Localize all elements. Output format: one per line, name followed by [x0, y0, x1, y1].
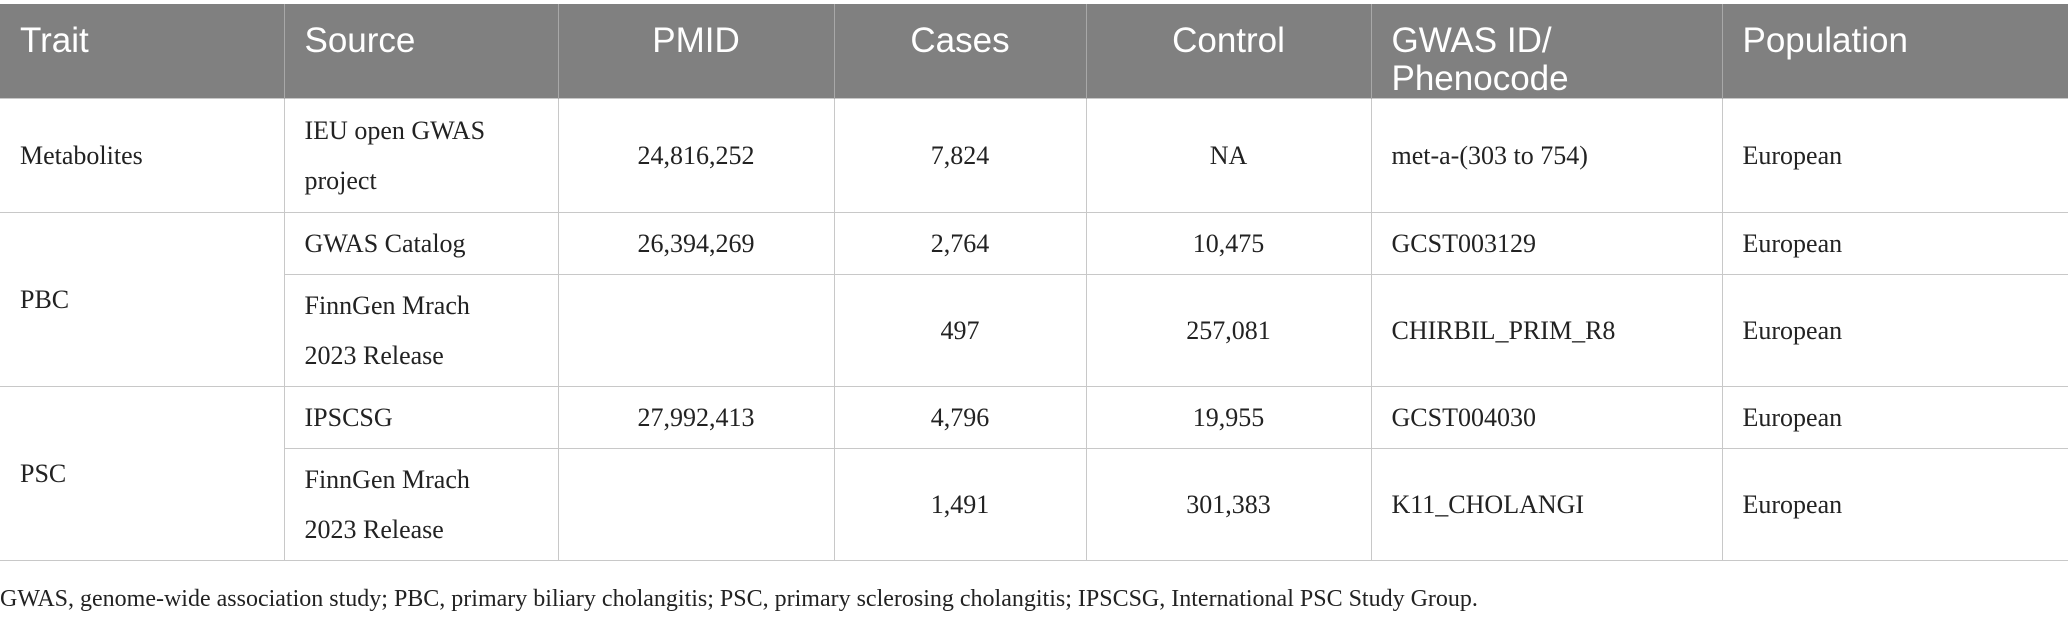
header-source: Source — [283, 4, 558, 99]
header-trait: Trait — [0, 4, 284, 99]
cell-source: IPSCSG — [283, 386, 559, 449]
cell-source: IEU open GWAS project — [283, 98, 559, 213]
gwas-data-table: Trait Source PMID Cases Control GWAS ID/… — [0, 4, 2068, 561]
gwas-data-table-container: Trait Source PMID Cases Control GWAS ID/… — [0, 4, 2068, 561]
cell-cases: 4,796 — [833, 386, 1087, 449]
header-pmid: PMID — [557, 4, 834, 99]
cell-gwas-id: GCST003129 — [1370, 212, 1723, 275]
cell-source-line1: IEU open GWAS — [304, 115, 486, 145]
cell-population: European — [1721, 212, 2068, 275]
cell-gwas-id: CHIRBIL_PRIM_R8 — [1370, 274, 1723, 387]
cell-control: 301,383 — [1085, 448, 1372, 561]
cell-gwas-id: GCST004030 — [1370, 386, 1723, 449]
cell-source-line2: 2023 Release — [304, 340, 444, 370]
cell-gwas-id: K11_CHOLANGI — [1370, 448, 1723, 561]
cell-population: European — [1721, 98, 2068, 213]
cell-control: 19,955 — [1085, 386, 1372, 449]
cell-cases: 7,824 — [833, 98, 1087, 213]
cell-source: FinnGen Mrach 2023 Release — [283, 274, 559, 387]
table-row: FinnGen Mrach 2023 Release 1,491 301,383 … — [0, 448, 2068, 561]
cell-control: 257,081 — [1085, 274, 1372, 387]
header-row: Trait Source PMID Cases Control GWAS ID/… — [0, 4, 2068, 99]
header-gwas-id-line2: Phenocode — [1391, 59, 1569, 98]
cell-population: European — [1721, 386, 2068, 449]
table-row: Metabolites IEU open GWAS project 24,816,… — [0, 98, 2068, 213]
cell-source-line1: FinnGen Mrach — [304, 464, 470, 494]
table-footnote: GWAS, genome-wide association study; PBC… — [0, 586, 1478, 612]
table-row: PSC IPSCSG 27,992,413 4,796 19,955 GCST0… — [0, 386, 2068, 561]
cell-trait: PBC — [0, 212, 285, 387]
cell-pmid: 26,394,269 — [557, 212, 835, 275]
header-population: Population — [1721, 4, 2068, 99]
header-cases: Cases — [833, 4, 1086, 99]
cell-control: 10,475 — [1085, 212, 1372, 275]
cell-population: European — [1721, 274, 2068, 387]
header-gwas-id-line1: GWAS ID/ — [1391, 21, 1552, 60]
cell-source: FinnGen Mrach 2023 Release — [283, 448, 559, 561]
cell-source-line2: project — [304, 165, 377, 195]
cell-pmid — [557, 274, 835, 387]
cell-gwas-id: met-a-(303 to 754) — [1370, 98, 1723, 213]
cell-cases: 497 — [833, 274, 1087, 387]
cell-pmid — [557, 448, 835, 561]
cell-control: NA — [1085, 98, 1372, 213]
header-control: Control — [1085, 4, 1371, 99]
header-gwas-id: GWAS ID/Phenocode — [1370, 4, 1722, 99]
cell-source: GWAS Catalog — [283, 212, 559, 275]
cell-trait: Metabolites — [0, 98, 285, 213]
cell-cases: 1,491 — [833, 448, 1087, 561]
cell-source-line2: 2023 Release — [304, 514, 444, 544]
cell-trait: PSC — [0, 386, 285, 561]
cell-population: European — [1721, 448, 2068, 561]
table-row: FinnGen Mrach 2023 Release 497 257,081 CH… — [0, 274, 2068, 387]
cell-cases: 2,764 — [833, 212, 1087, 275]
cell-source-line1: FinnGen Mrach — [304, 290, 470, 320]
cell-pmid: 27,992,413 — [557, 386, 835, 449]
cell-pmid: 24,816,252 — [557, 98, 835, 213]
table-row: PBC GWAS Catalog 26,394,269 2,764 10,475… — [0, 212, 2068, 387]
